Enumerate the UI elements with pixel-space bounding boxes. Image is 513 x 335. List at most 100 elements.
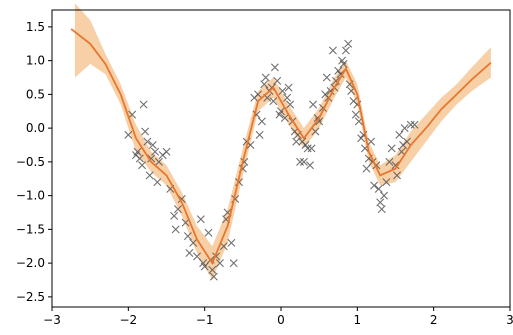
data-point-marker (145, 171, 154, 180)
data-point-marker (393, 171, 402, 180)
data-point-marker (209, 272, 218, 281)
data-point-marker (374, 184, 383, 193)
data-point-marker (292, 137, 301, 146)
data-point-marker (296, 157, 305, 166)
data-point-marker (193, 252, 202, 261)
data-point-marker (301, 141, 310, 149)
y-tick-label: 0.5 (26, 87, 45, 101)
data-point-marker (269, 97, 278, 106)
data-point-marker (391, 161, 400, 170)
data-point-marker (219, 242, 228, 251)
data-point-marker (311, 127, 320, 136)
data-point-marker (270, 63, 279, 72)
data-point-marker (183, 232, 192, 241)
data-point-marker (260, 80, 269, 89)
x-tick-label: 1 (354, 313, 362, 327)
data-point-marker (344, 39, 353, 48)
data-point-marker (254, 90, 263, 99)
x-tick-label: 0 (277, 313, 285, 327)
data-point-marker (162, 147, 171, 156)
data-point-marker (328, 46, 337, 55)
data-point-marker (227, 238, 236, 247)
y-tick-label: 1.0 (26, 54, 45, 68)
data-point-marker (284, 83, 293, 92)
data-point-marker (376, 198, 385, 207)
data-point-marker (148, 141, 157, 149)
data-point-marker (229, 259, 238, 268)
data-point-marker (377, 205, 386, 214)
data-point-marker (141, 127, 150, 136)
data-point-marker (315, 117, 324, 126)
data-point-marker (261, 73, 270, 82)
data-point-marker (277, 107, 285, 116)
observation-points-layer (124, 39, 419, 281)
data-point-marker (283, 93, 292, 102)
data-point-marker (139, 100, 148, 109)
data-point-marker (331, 76, 340, 85)
y-tick-label: −0.5 (16, 155, 45, 169)
data-point-marker (395, 130, 404, 139)
mean-line-layer (70, 28, 492, 266)
data-point-marker (171, 225, 180, 234)
data-point-marker (410, 120, 419, 129)
data-point-marker (138, 161, 147, 170)
y-tick-label: 0.0 (26, 121, 45, 135)
y-tick-label: −2.0 (16, 256, 45, 270)
data-point-marker (406, 120, 415, 129)
data-point-marker (339, 60, 348, 68)
x-axis-ticks: −3 −2 −1 0 1 2 3 (43, 307, 513, 327)
y-tick-label: −1.5 (16, 222, 45, 236)
data-point-marker (336, 70, 345, 79)
data-point-marker (341, 46, 350, 55)
data-point-marker (280, 114, 289, 122)
data-point-marker (204, 228, 213, 237)
x-tick-label: −1 (196, 313, 214, 327)
data-point-marker (382, 178, 391, 187)
x-tick-label: −2 (119, 313, 137, 327)
data-point-marker (128, 110, 137, 119)
x-tick-label: 2 (430, 313, 438, 327)
y-tick-label: −1.0 (16, 189, 45, 203)
data-point-marker (196, 215, 205, 224)
data-point-marker (154, 157, 163, 166)
y-axis-ticks: −2.5 −2.0 −1.5 −1.0 −0.5 0.0 0.5 1.0 1.5 (16, 20, 52, 304)
data-point-marker (370, 181, 379, 190)
data-point-marker (181, 218, 190, 227)
data-point-marker (135, 154, 144, 163)
y-tick-label: 1.5 (26, 20, 45, 34)
data-point-marker (309, 100, 318, 109)
data-point-marker (351, 110, 360, 119)
data-point-marker (402, 137, 411, 146)
axes-frame (51, 9, 511, 308)
data-point-marker (286, 100, 295, 109)
data-point-marker (362, 164, 371, 173)
x-tick-label: 3 (506, 313, 513, 327)
data-point-marker (151, 147, 160, 156)
data-point-marker (278, 87, 287, 95)
data-point-marker (257, 117, 266, 126)
data-point-marker (306, 161, 314, 170)
data-point-marker (400, 124, 409, 133)
data-point-marker (189, 238, 198, 247)
data-point-marker (255, 130, 264, 139)
data-point-marker (185, 249, 194, 257)
data-point-marker (367, 137, 376, 146)
data-point-marker (170, 211, 179, 220)
data-point-marker (334, 66, 343, 75)
y-tick-label: −2.5 (16, 290, 45, 304)
data-point-marker (153, 178, 162, 187)
plot-frame (51, 9, 511, 308)
data-point-marker (143, 137, 152, 146)
data-point-marker (200, 262, 209, 271)
data-point-marker (387, 144, 396, 153)
data-point-marker (347, 87, 356, 95)
data-point-marker (273, 76, 282, 85)
data-point-marker (380, 191, 389, 200)
data-point-marker (303, 144, 312, 153)
data-point-marker (385, 157, 394, 166)
x-tick-label: −3 (43, 313, 61, 327)
data-point-marker (208, 265, 217, 274)
data-point-marker (147, 154, 156, 163)
data-point-marker (299, 157, 308, 166)
data-point-marker (124, 130, 133, 139)
